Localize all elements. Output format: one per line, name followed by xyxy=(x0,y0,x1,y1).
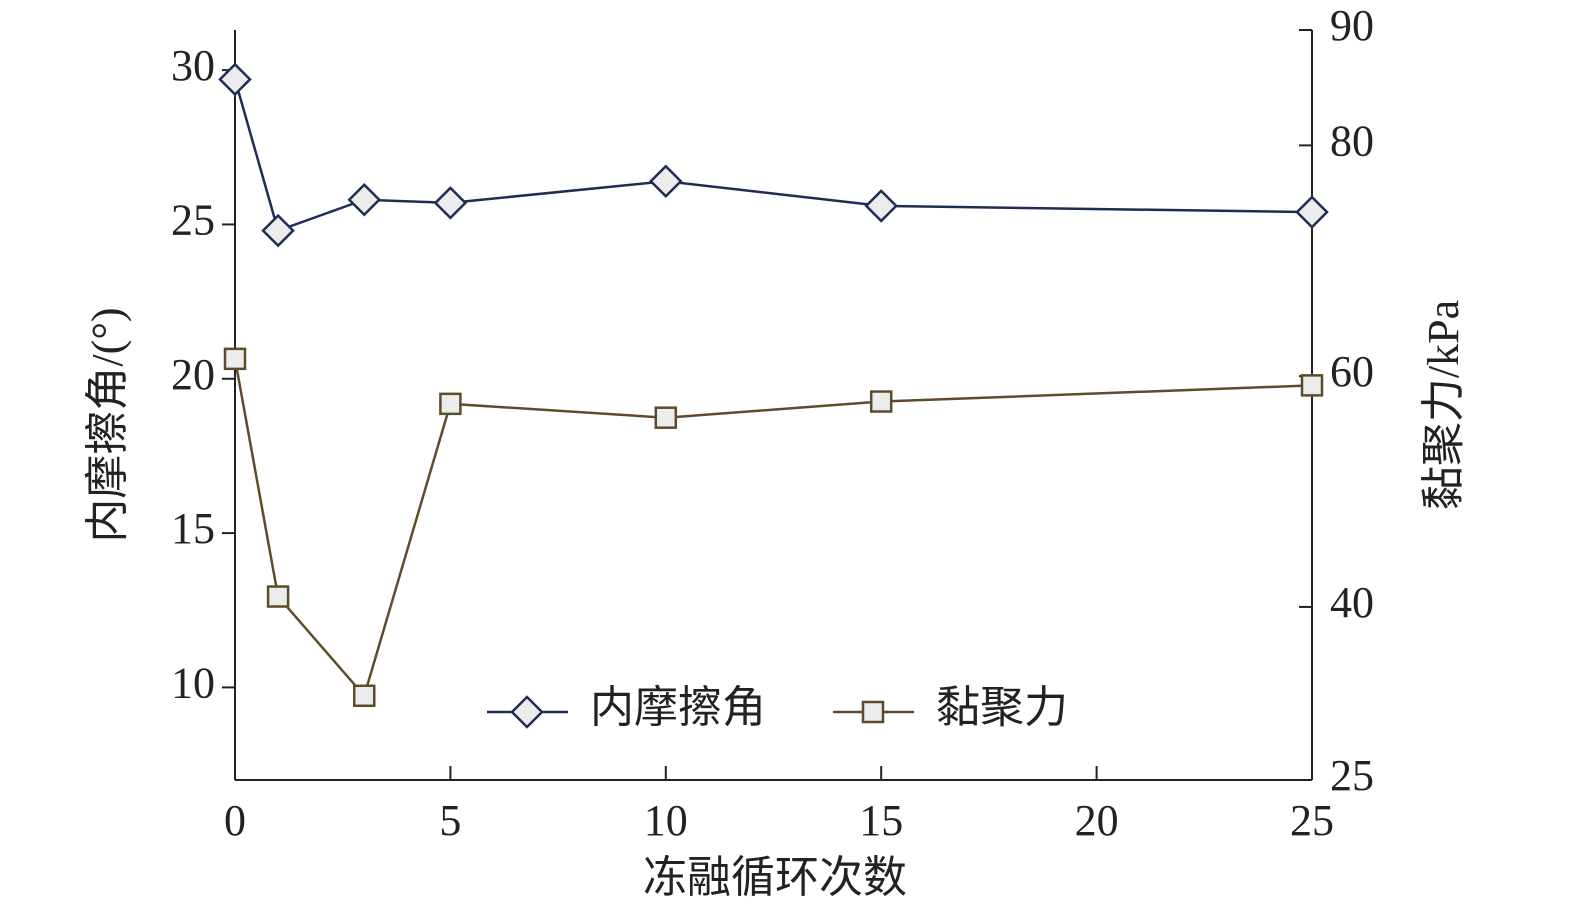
x-axis-label: 冻融循环次数 xyxy=(643,853,907,902)
marker xyxy=(218,62,252,97)
x-tick-label: 25 xyxy=(1290,796,1334,845)
x-tick-label: 15 xyxy=(859,796,903,845)
marker xyxy=(1295,195,1329,229)
marker xyxy=(649,164,683,199)
y-tick-label: 25 xyxy=(171,196,215,245)
y-tick-label: 30 xyxy=(171,41,215,90)
x-tick-label: 0 xyxy=(224,796,246,845)
y2-axis-label: 黏聚力/kPa xyxy=(1419,300,1468,510)
legend-label: 黏聚力 xyxy=(936,683,1068,732)
y2-tick-label: 90 xyxy=(1330,1,1374,50)
marker xyxy=(433,186,468,220)
y-tick-label: 20 xyxy=(171,350,215,399)
y2-tick-label: 25 xyxy=(1330,751,1374,800)
marker xyxy=(864,189,898,223)
series-line xyxy=(233,79,1313,233)
y2-tick-label: 40 xyxy=(1330,578,1374,627)
y2-tick-label: 60 xyxy=(1330,347,1374,396)
marker xyxy=(266,585,290,608)
marker xyxy=(869,390,893,413)
marker xyxy=(347,182,382,217)
marker xyxy=(261,213,295,248)
x-tick-label: 10 xyxy=(644,796,688,845)
marker xyxy=(439,392,462,416)
legend-label: 内摩擦角 xyxy=(590,683,766,732)
legend-marker xyxy=(510,695,544,729)
x-tick-label: 5 xyxy=(439,796,461,845)
marker xyxy=(223,347,247,371)
series-line xyxy=(233,358,1313,699)
marker xyxy=(654,406,678,429)
y-axis-label: 内摩擦角/(°) xyxy=(83,307,132,542)
legend-marker xyxy=(861,700,885,724)
y-tick-label: 10 xyxy=(171,659,215,708)
marker xyxy=(1300,374,1324,397)
y-tick-label: 15 xyxy=(171,504,215,553)
x-tick-label: 20 xyxy=(1075,796,1119,845)
marker xyxy=(352,684,376,708)
y2-tick-label: 80 xyxy=(1330,116,1374,165)
